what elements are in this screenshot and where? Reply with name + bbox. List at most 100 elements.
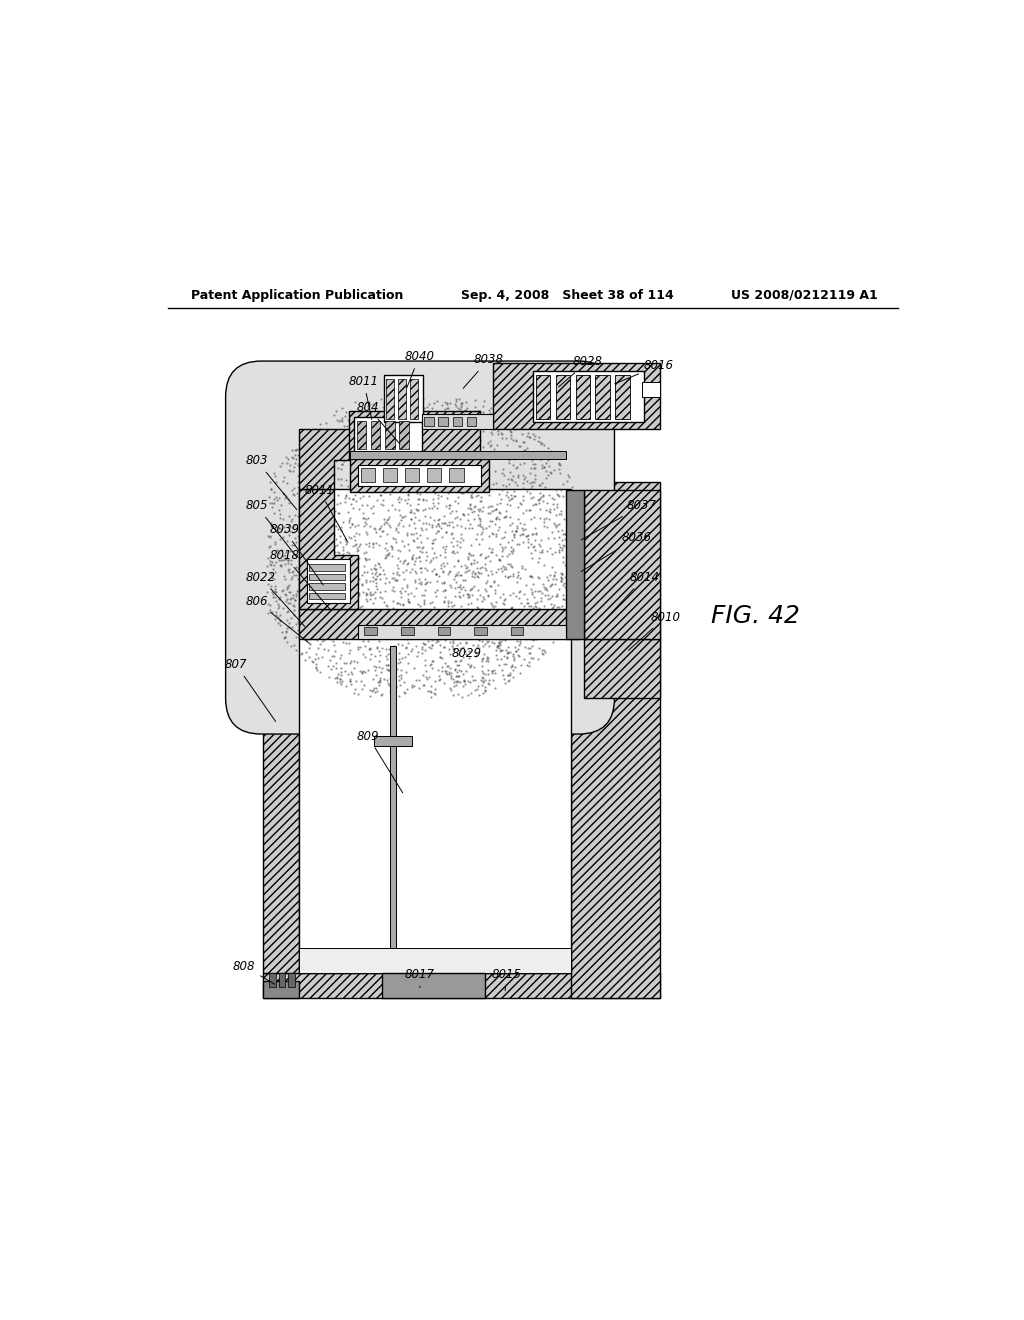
Point bbox=[544, 622, 560, 643]
Point bbox=[461, 640, 477, 661]
Point bbox=[503, 541, 519, 562]
Point bbox=[415, 632, 431, 653]
Point bbox=[510, 466, 526, 487]
Point bbox=[458, 632, 474, 653]
Point bbox=[470, 473, 486, 494]
Point bbox=[433, 455, 450, 477]
Point bbox=[525, 601, 542, 622]
Point bbox=[318, 627, 335, 648]
Point bbox=[297, 525, 313, 546]
Point bbox=[487, 461, 504, 482]
Point bbox=[384, 466, 400, 487]
Point bbox=[450, 644, 466, 665]
Bar bbox=[263, 981, 299, 998]
Point bbox=[473, 544, 489, 565]
Point bbox=[474, 635, 490, 656]
Point bbox=[543, 537, 559, 558]
Point bbox=[449, 461, 465, 482]
Point bbox=[449, 391, 465, 412]
Point bbox=[302, 425, 318, 446]
Point bbox=[463, 486, 479, 507]
Point bbox=[490, 502, 507, 523]
Point bbox=[474, 648, 490, 669]
Point bbox=[393, 479, 410, 500]
Point bbox=[467, 562, 483, 583]
Point bbox=[319, 590, 336, 611]
Point bbox=[437, 399, 454, 420]
Point bbox=[322, 602, 338, 623]
Point bbox=[362, 462, 379, 483]
Point bbox=[286, 634, 302, 655]
Point bbox=[549, 496, 565, 517]
Point bbox=[436, 391, 453, 412]
Point bbox=[365, 430, 381, 451]
Point bbox=[265, 488, 282, 510]
Point bbox=[521, 426, 538, 447]
Point bbox=[516, 440, 532, 461]
Point bbox=[447, 660, 464, 681]
Point bbox=[326, 405, 342, 426]
Point bbox=[357, 508, 374, 529]
Point bbox=[504, 627, 520, 648]
Point bbox=[400, 440, 417, 461]
Point bbox=[362, 612, 379, 634]
Point bbox=[281, 524, 297, 545]
Point bbox=[480, 399, 497, 420]
Point bbox=[299, 462, 315, 483]
Point bbox=[269, 516, 286, 537]
Point bbox=[497, 672, 513, 693]
Point bbox=[439, 552, 456, 573]
Point bbox=[388, 519, 404, 540]
Point bbox=[349, 639, 366, 660]
Point bbox=[488, 561, 505, 582]
Point bbox=[489, 519, 506, 540]
Point bbox=[296, 573, 312, 594]
Point bbox=[554, 519, 570, 540]
Point bbox=[355, 416, 372, 437]
Point bbox=[350, 430, 367, 451]
Point bbox=[523, 475, 540, 496]
Point bbox=[445, 618, 462, 639]
Point bbox=[505, 624, 521, 645]
Point bbox=[523, 533, 540, 554]
Point bbox=[432, 418, 449, 440]
Point bbox=[364, 440, 380, 461]
Point bbox=[433, 403, 450, 424]
Point bbox=[344, 513, 360, 535]
Point bbox=[469, 579, 485, 601]
Point bbox=[489, 558, 506, 579]
Point bbox=[527, 494, 544, 515]
Point bbox=[396, 479, 413, 500]
Point bbox=[532, 529, 549, 550]
Point bbox=[338, 585, 354, 606]
Point bbox=[455, 615, 471, 636]
Point bbox=[345, 548, 361, 569]
Point bbox=[507, 642, 523, 663]
Point bbox=[272, 495, 289, 516]
Point bbox=[379, 612, 395, 634]
Point bbox=[445, 543, 462, 564]
Point bbox=[430, 492, 446, 513]
Point bbox=[386, 473, 402, 494]
Point bbox=[284, 479, 300, 500]
Point bbox=[492, 632, 508, 653]
Point bbox=[477, 572, 494, 593]
Point bbox=[385, 577, 401, 598]
Point bbox=[306, 543, 323, 564]
Point bbox=[397, 647, 414, 668]
Point bbox=[529, 581, 546, 602]
Point bbox=[505, 566, 521, 587]
Point bbox=[556, 587, 572, 609]
Point bbox=[270, 487, 287, 508]
Point bbox=[435, 553, 452, 574]
Point bbox=[529, 490, 546, 511]
Point bbox=[475, 404, 492, 425]
Point bbox=[310, 504, 327, 525]
Point bbox=[342, 594, 358, 615]
Point bbox=[333, 469, 349, 490]
Text: 8011: 8011 bbox=[348, 375, 379, 420]
Point bbox=[391, 624, 408, 645]
Point bbox=[285, 561, 301, 582]
Point bbox=[386, 672, 402, 693]
Point bbox=[294, 539, 310, 560]
